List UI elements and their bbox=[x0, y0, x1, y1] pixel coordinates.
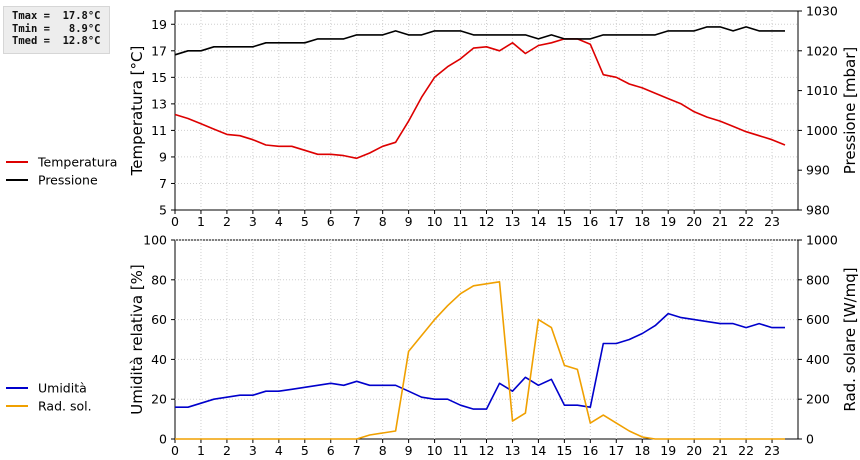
x-tick-label: 19 bbox=[660, 443, 676, 458]
series-line-rad-sol- bbox=[175, 280, 785, 440]
y-tick-label: 60 bbox=[151, 312, 167, 327]
x-tick-label: 3 bbox=[249, 443, 257, 458]
x-tick-label: 9 bbox=[405, 214, 413, 229]
y2-axis-label: Rad. solare [W/mq] bbox=[841, 267, 859, 411]
y2-tick-label: 1010 bbox=[806, 83, 838, 98]
series-line-temperatura bbox=[174, 38, 786, 160]
y2-tick-label: 400 bbox=[806, 352, 830, 367]
y-tick-label: 100 bbox=[143, 233, 167, 248]
x-tick-label: 18 bbox=[634, 443, 650, 458]
x-tick-label: 7 bbox=[353, 214, 361, 229]
x-tick-label: 12 bbox=[479, 214, 495, 229]
x-tick-label: 20 bbox=[686, 214, 702, 229]
stat-tmin: Tmin = 8.9°C bbox=[12, 22, 101, 35]
y-tick-label: 13 bbox=[151, 96, 167, 111]
x-tick-label: 15 bbox=[556, 443, 572, 458]
x-tick-label: 4 bbox=[275, 214, 283, 229]
y2-tick-label: 1000 bbox=[806, 123, 838, 138]
y-axis-label: Temperatura [°C] bbox=[128, 46, 146, 177]
x-tick-label: 19 bbox=[660, 214, 676, 229]
y2-tick-label: 1020 bbox=[806, 43, 838, 58]
x-tick-label: 17 bbox=[608, 214, 624, 229]
x-tick-label: 16 bbox=[582, 214, 598, 229]
stat-tmed: Tmed = 12.8°C bbox=[12, 35, 101, 47]
series-line-umidit- bbox=[175, 312, 785, 410]
x-tick-label: 23 bbox=[764, 443, 780, 458]
y-tick-label: 15 bbox=[151, 70, 167, 85]
legend-label: Rad. sol. bbox=[38, 399, 92, 414]
y-tick-label: 9 bbox=[159, 149, 167, 164]
y-axis-label: Umidità relativa [%] bbox=[128, 264, 146, 415]
x-tick-label: 4 bbox=[275, 443, 283, 458]
x-tick-label: 13 bbox=[505, 443, 521, 458]
y2-tick-label: 990 bbox=[806, 163, 830, 178]
x-tick-label: 1 bbox=[197, 214, 205, 229]
x-tick-label: 10 bbox=[427, 443, 443, 458]
x-tick-label: 20 bbox=[686, 443, 702, 458]
y2-axis-label: Pressione [mbar] bbox=[841, 47, 859, 175]
y2-tick-label: 1000 bbox=[806, 233, 838, 248]
x-tick-label: 5 bbox=[301, 443, 309, 458]
y2-tick-label: 1030 bbox=[806, 4, 838, 19]
series-line-pressione bbox=[174, 26, 785, 56]
y-tick-label: 0 bbox=[159, 432, 167, 447]
x-tick-label: 21 bbox=[712, 214, 728, 229]
y-tick-label: 5 bbox=[159, 203, 167, 218]
x-tick-label: 3 bbox=[249, 214, 257, 229]
y-tick-label: 20 bbox=[151, 392, 167, 407]
x-tick-label: 6 bbox=[327, 443, 335, 458]
y-tick-label: 40 bbox=[151, 352, 167, 367]
x-tick-label: 2 bbox=[223, 214, 231, 229]
x-tick-label: 2 bbox=[223, 443, 231, 458]
x-tick-label: 11 bbox=[453, 443, 469, 458]
y2-tick-label: 600 bbox=[806, 312, 830, 327]
x-tick-label: 13 bbox=[505, 214, 521, 229]
x-tick-label: 16 bbox=[582, 443, 598, 458]
x-tick-label: 11 bbox=[453, 214, 469, 229]
x-tick-label: 15 bbox=[556, 214, 572, 229]
y-tick-label: 80 bbox=[151, 272, 167, 287]
y2-tick-label: 200 bbox=[806, 392, 830, 407]
x-tick-label: 21 bbox=[712, 443, 728, 458]
x-tick-label: 7 bbox=[353, 443, 361, 458]
legend-label: Umidità bbox=[38, 381, 87, 396]
x-tick-label: 6 bbox=[327, 214, 335, 229]
x-tick-label: 9 bbox=[405, 443, 413, 458]
x-tick-label: 18 bbox=[634, 214, 650, 229]
x-tick-label: 14 bbox=[530, 443, 546, 458]
y2-tick-label: 800 bbox=[806, 272, 830, 287]
x-tick-label: 10 bbox=[427, 214, 443, 229]
x-tick-label: 8 bbox=[379, 214, 387, 229]
stat-tmax: Tmax = 17.8°C bbox=[12, 10, 101, 22]
stats-box: Tmax = 17.8°C Tmin = 8.9°C Tmed = 12.8°C bbox=[3, 6, 110, 54]
y2-tick-label: 0 bbox=[806, 432, 814, 447]
x-tick-label: 12 bbox=[479, 443, 495, 458]
x-tick-label: 22 bbox=[738, 443, 754, 458]
x-tick-label: 8 bbox=[379, 443, 387, 458]
x-tick-label: 0 bbox=[171, 443, 179, 458]
x-tick-label: 5 bbox=[301, 214, 309, 229]
y-tick-label: 7 bbox=[159, 176, 167, 191]
x-tick-label: 22 bbox=[738, 214, 754, 229]
y-tick-label: 11 bbox=[151, 123, 167, 138]
x-tick-label: 14 bbox=[530, 214, 546, 229]
x-tick-label: 23 bbox=[764, 214, 780, 229]
y-tick-label: 17 bbox=[151, 43, 167, 58]
x-tick-label: 17 bbox=[608, 443, 624, 458]
y-tick-label: 19 bbox=[151, 17, 167, 32]
x-tick-label: 0 bbox=[171, 214, 179, 229]
legend-label: Temperatura bbox=[37, 155, 117, 170]
x-tick-label: 1 bbox=[197, 443, 205, 458]
y2-tick-label: 980 bbox=[806, 203, 830, 218]
legend-label: Pressione bbox=[38, 173, 98, 188]
